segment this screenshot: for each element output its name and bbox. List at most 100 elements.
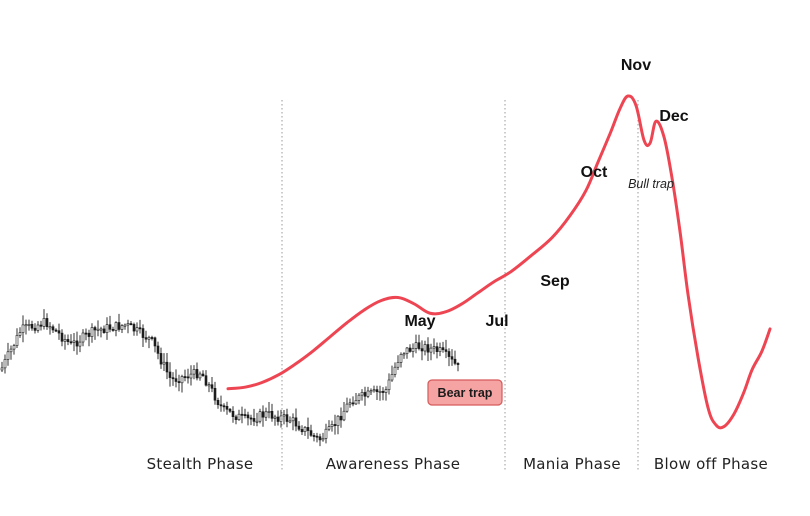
candle-body (417, 342, 421, 349)
price-candles (0, 309, 460, 447)
candle-body (195, 369, 199, 379)
candle-body (267, 410, 271, 413)
candle-body (399, 353, 403, 363)
candle-body (120, 325, 124, 330)
candle-body (9, 348, 13, 353)
candle-body (117, 322, 121, 330)
candle-body (423, 344, 427, 352)
candle-body (321, 437, 325, 441)
candle-body (327, 426, 331, 430)
market-cycle-curve (226, 94, 772, 430)
candle-body (162, 361, 166, 365)
phase-label-awareness: Awareness Phase (326, 455, 461, 473)
candle-body (75, 340, 79, 347)
candle-body (351, 402, 355, 405)
candle-body (144, 337, 148, 340)
candle-body (3, 359, 7, 369)
candle-body (378, 390, 382, 393)
candle-body (213, 387, 217, 401)
candle-body (189, 373, 193, 379)
candle-body (72, 340, 76, 343)
candle-body (426, 344, 430, 353)
candle-body (309, 430, 313, 436)
candle-body (360, 392, 364, 396)
candle-body (390, 374, 394, 381)
candle-body (183, 376, 187, 379)
candle-body (165, 361, 169, 373)
candle-body (264, 411, 268, 418)
candle-body (348, 402, 352, 405)
candle-body (108, 324, 112, 330)
candle-body (42, 318, 46, 327)
candle-body (402, 353, 406, 356)
candle-body (66, 339, 70, 342)
candle-body (318, 436, 322, 441)
month-label-jul: Jul (485, 313, 508, 330)
candle-body (324, 428, 328, 439)
candle-body (372, 389, 376, 392)
phase-label-mania: Mania Phase (523, 455, 621, 473)
candle-body (177, 381, 181, 384)
candle-body (159, 353, 163, 365)
candle-body (384, 389, 388, 393)
candle-body (291, 417, 295, 422)
candle-body (63, 339, 67, 342)
candle-body (243, 414, 247, 417)
candle-body (18, 332, 22, 336)
candle-body (45, 318, 49, 327)
candle-body (186, 376, 190, 379)
candle-body (6, 351, 10, 360)
candle-body (411, 348, 415, 352)
candle-body (24, 324, 28, 327)
candle-body (30, 323, 34, 329)
candle-body (51, 326, 55, 331)
candle-body (234, 416, 238, 420)
candle-body (270, 410, 274, 419)
candle-body (129, 323, 133, 326)
candle-body (150, 337, 154, 339)
candle-body (432, 346, 436, 349)
candle-body (111, 328, 115, 331)
candle-body (249, 417, 253, 420)
candle-body (15, 335, 19, 346)
candle-body (207, 384, 211, 387)
candle-body (81, 332, 85, 343)
candle-body (315, 435, 319, 438)
candle-body (456, 363, 460, 365)
candle-body (222, 405, 226, 408)
candle-body (240, 413, 244, 416)
candle-body (219, 404, 223, 407)
candle-body (357, 394, 361, 401)
candle-body (216, 399, 220, 405)
bear-trap-label: Bear trap (438, 386, 493, 400)
candle-body (54, 329, 58, 332)
candle-body (96, 328, 100, 331)
candle-body (429, 347, 433, 353)
candle-body (447, 351, 451, 357)
candle-body (132, 324, 136, 332)
candle-body (420, 348, 424, 352)
candle-body (276, 416, 280, 422)
candle-body (156, 345, 160, 354)
candle-body (147, 337, 151, 340)
candle-body (393, 366, 397, 375)
candle-body (288, 420, 292, 423)
candle-body (258, 411, 262, 422)
candle-body (33, 327, 37, 331)
candle-body (135, 327, 139, 332)
candle-body (387, 379, 391, 390)
candle-body (123, 324, 127, 327)
candle-body (225, 405, 229, 410)
candle-body (27, 323, 31, 326)
candle-body (171, 377, 175, 380)
month-label-sep: Sep (540, 273, 570, 290)
candle-body (282, 414, 286, 417)
candle-body (201, 373, 205, 377)
candle-body (255, 420, 259, 423)
candle-body (300, 429, 304, 433)
candle-body (114, 322, 118, 331)
candle-body (405, 347, 409, 354)
candle-body (192, 369, 196, 375)
candle-body (441, 347, 445, 351)
candle-body (354, 400, 358, 405)
